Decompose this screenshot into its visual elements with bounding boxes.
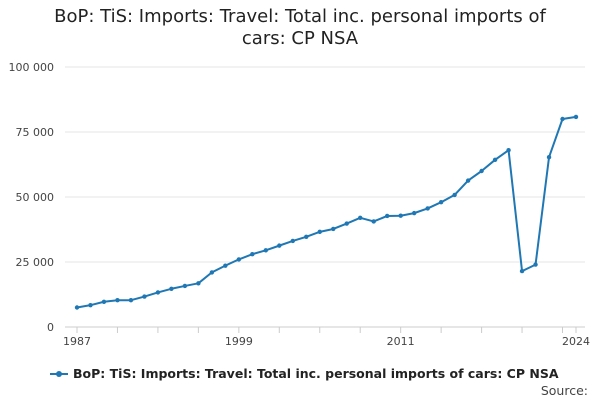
data-point[interactable] [101, 299, 107, 304]
data-point[interactable] [142, 294, 147, 299]
legend[interactable]: BoP: TiS: Imports: Travel: Total inc. pe… [50, 366, 559, 381]
x-tick-label: 2024 [562, 335, 590, 348]
data-point[interactable] [331, 226, 336, 232]
data-point[interactable] [492, 157, 498, 163]
data-point[interactable] [277, 243, 282, 248]
data-point[interactable] [465, 178, 471, 183]
source-label[interactable]: Source: [540, 383, 588, 398]
data-point[interactable] [182, 283, 188, 289]
y-tick-label: 50 000 [16, 191, 55, 204]
data-point[interactable] [236, 257, 242, 262]
y-axis-ticks: 0 25 000 50 000 75 000 100 000 [9, 61, 55, 334]
data-point[interactable] [358, 215, 363, 220]
legend-line-marker-icon [50, 370, 68, 377]
data-point[interactable] [290, 238, 295, 244]
y-tick-label: 25 000 [16, 256, 55, 269]
data-point[interactable] [411, 210, 417, 216]
legend-label: BoP: TiS: Imports: Travel: Total inc. pe… [73, 366, 559, 381]
data-point[interactable] [169, 286, 174, 291]
chart-title: BoP: TiS: Imports: Travel: Total inc. pe… [0, 6, 600, 50]
data-point[interactable] [155, 290, 161, 295]
grid-lines [65, 66, 585, 263]
y-tick-label: 0 [47, 321, 54, 334]
y-tick-label: 100 000 [9, 61, 55, 74]
data-point[interactable] [384, 213, 390, 219]
data-point[interactable] [263, 248, 269, 253]
chart-title-line-2: cars: CP NSA [241, 28, 359, 49]
x-tick-label: 1999 [225, 335, 253, 348]
y-tick-label: 75 000 [16, 126, 55, 139]
chart-title-line-1: BoP: TiS: Imports: Travel: Total inc. pe… [54, 6, 546, 27]
data-point[interactable] [344, 221, 349, 226]
data-point[interactable] [479, 168, 484, 174]
x-tick-label: 2011 [387, 335, 415, 348]
data-point[interactable] [546, 155, 552, 160]
data-point[interactable] [438, 200, 444, 205]
data-point[interactable] [74, 305, 80, 310]
data-point[interactable] [196, 281, 201, 286]
data-point[interactable] [533, 262, 538, 267]
data-point[interactable] [573, 114, 579, 120]
data-point[interactable] [304, 234, 309, 239]
data-point[interactable] [223, 263, 228, 268]
data-point[interactable] [398, 213, 403, 218]
x-tick-label: 1987 [63, 335, 91, 348]
data-point[interactable] [128, 298, 134, 303]
data-point[interactable] [115, 298, 120, 303]
series-line [76, 115, 577, 309]
data-point[interactable] [425, 206, 430, 211]
data-point[interactable] [452, 192, 457, 198]
series-group [74, 114, 579, 310]
data-point[interactable] [506, 148, 511, 153]
data-point[interactable] [560, 116, 565, 122]
data-point[interactable] [209, 270, 215, 275]
data-point[interactable] [250, 252, 255, 257]
data-point[interactable] [317, 229, 322, 235]
data-point[interactable] [519, 268, 525, 274]
data-point[interactable] [88, 302, 93, 308]
x-axis: 1987 1999 2011 2024 [63, 326, 590, 348]
data-point[interactable] [371, 219, 376, 224]
